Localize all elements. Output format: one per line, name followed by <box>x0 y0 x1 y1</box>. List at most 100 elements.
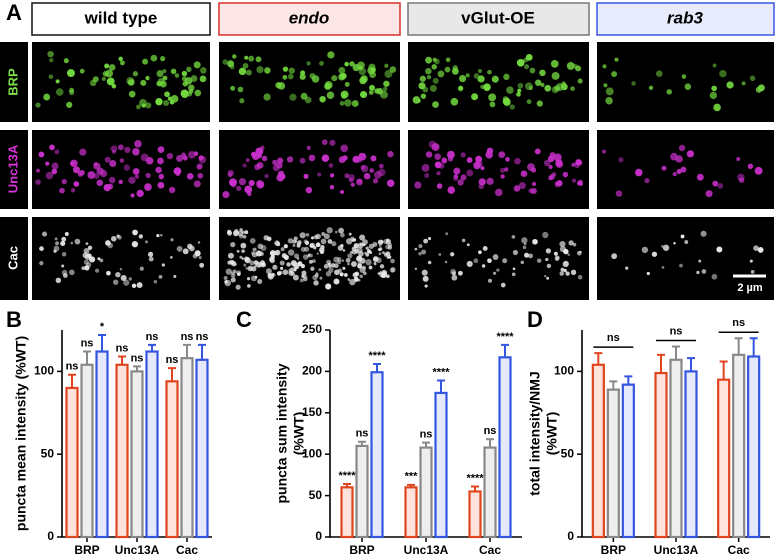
column-header: wild type <box>84 8 158 27</box>
punctum <box>424 284 428 288</box>
panel-label: A <box>6 0 22 25</box>
punctum <box>241 249 245 253</box>
punctum <box>272 264 278 270</box>
error-bar <box>133 365 141 372</box>
significance-label: ns <box>181 331 194 343</box>
punctum <box>196 164 202 170</box>
punctum <box>327 51 335 59</box>
error-bar <box>183 343 191 359</box>
punctum <box>528 253 533 259</box>
punctum <box>441 157 448 164</box>
punctum <box>308 154 316 162</box>
punctum <box>317 172 322 177</box>
punctum <box>514 157 521 165</box>
punctum <box>605 96 613 105</box>
punctum <box>299 73 306 80</box>
punctum <box>661 245 664 248</box>
punctum <box>270 272 275 277</box>
punctum <box>673 242 676 245</box>
punctum <box>41 231 48 237</box>
punctum <box>434 58 440 65</box>
punctum <box>672 172 677 177</box>
punctum <box>574 161 581 169</box>
punctum <box>245 158 250 163</box>
row-label-box <box>0 130 28 209</box>
punctum <box>187 150 196 159</box>
punctum <box>194 89 202 97</box>
punctum <box>466 243 470 247</box>
punctum <box>696 270 700 275</box>
punctum <box>477 75 485 83</box>
y-tick-label: 50 <box>561 446 575 460</box>
punctum <box>352 155 360 163</box>
punctum <box>450 97 459 106</box>
punctum <box>328 163 334 168</box>
punctum <box>43 93 51 101</box>
punctum <box>166 152 174 160</box>
punctum <box>570 86 575 91</box>
punctum <box>365 259 372 266</box>
punctum <box>681 74 687 79</box>
punctum <box>444 66 451 73</box>
punctum <box>55 88 64 96</box>
punctum <box>344 273 348 277</box>
bar <box>145 350 159 539</box>
punctum <box>145 172 151 179</box>
bar <box>355 444 369 539</box>
punctum <box>373 257 377 262</box>
punctum <box>244 185 253 194</box>
punctum <box>372 241 378 247</box>
punctum <box>717 183 724 189</box>
punctum <box>543 274 547 278</box>
punctum <box>698 259 702 263</box>
punctum <box>487 69 492 75</box>
punctum <box>615 190 623 197</box>
punctum <box>373 261 377 265</box>
bar <box>80 363 94 539</box>
punctum <box>173 274 177 278</box>
punctum <box>244 257 251 264</box>
punctum <box>290 260 297 267</box>
significance-label: **** <box>368 350 386 362</box>
punctum <box>252 247 257 252</box>
bar <box>468 490 482 539</box>
micrograph <box>32 130 210 209</box>
punctum <box>386 179 395 187</box>
punctum <box>575 65 582 72</box>
bar <box>669 358 683 539</box>
punctum <box>227 260 232 265</box>
punctum <box>383 80 390 87</box>
punctum <box>378 247 383 251</box>
punctum <box>540 82 545 87</box>
punctum <box>520 170 528 178</box>
punctum <box>309 242 316 249</box>
punctum <box>199 75 207 83</box>
punctum <box>224 279 231 287</box>
error-bar <box>734 337 743 355</box>
y-tick-label: 0 <box>567 529 574 543</box>
punctum <box>293 268 297 272</box>
error-bar <box>672 345 680 360</box>
punctum <box>319 95 326 103</box>
punctum <box>312 259 316 263</box>
x-tick-label: BRP <box>74 543 99 557</box>
punctum <box>223 275 228 280</box>
punctum <box>344 81 350 87</box>
punctum <box>283 244 288 249</box>
punctum <box>292 244 296 248</box>
punctum <box>340 72 347 80</box>
punctum <box>337 245 344 251</box>
punctum <box>542 231 549 239</box>
punctum <box>119 267 123 271</box>
punctum <box>350 182 355 187</box>
punctum <box>473 258 479 264</box>
punctum <box>280 247 285 252</box>
punctum <box>287 73 294 80</box>
punctum <box>279 260 285 266</box>
punctum <box>447 186 456 194</box>
punctum <box>579 250 582 254</box>
punctum <box>199 262 205 268</box>
punctum <box>571 178 577 183</box>
punctum <box>186 172 194 180</box>
punctum <box>156 233 160 238</box>
